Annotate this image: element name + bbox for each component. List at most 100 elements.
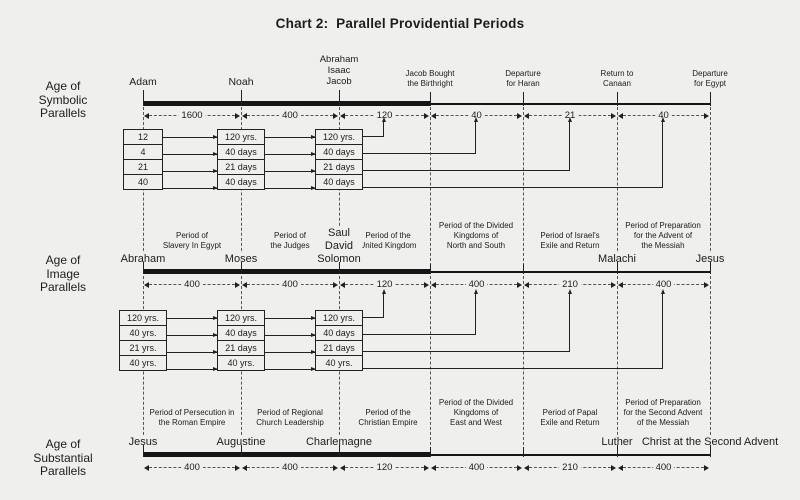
marker-label-jesus: Jesus [693,253,727,265]
image-duration-segment: 400 [242,279,338,290]
box-cell: 21 days [217,340,265,356]
symbolic-duration-segment: 400 [242,110,338,121]
arrowhead-right-icon [704,281,709,288]
connector-arrow [265,333,316,337]
substantial-duration-segment: 210 [524,462,616,473]
period-label: Period of Preparation for the Second Adv… [623,398,703,427]
vertical-dashed-line [430,107,431,266]
period-label: Period of Israel's Exile and Return [540,231,600,250]
arrowhead-right-icon [333,464,338,471]
box-cell: 40 days [217,144,265,160]
box-cell: 40 [123,174,163,190]
arrowhead-left-icon [431,281,436,288]
arrowhead-left-icon [524,281,529,288]
duration-value: 400 [652,462,675,473]
box-cell: 40 days [315,325,363,341]
marker-label-charlemagne: Charlemagne [303,436,375,448]
elbow-arrow-to-120 [363,289,386,318]
substantial-tick-second-advent [710,445,711,457]
duration-value: 400 [279,279,301,290]
period-label: Period of Slavery In Egypt [162,231,222,250]
period-label: Period of Persecution in the Roman Empir… [149,408,235,427]
symbolic-duration-segment: 1600 [144,110,240,121]
vertical-dashed-line [710,107,711,266]
duration-value: 400 [279,462,301,473]
arrowhead-right-icon [517,112,522,119]
symbolic-tick-jacob-bought [430,92,431,106]
period-label: Period of the United Kingdom [359,231,417,250]
connector-arrow [167,367,218,371]
arrowhead-left-icon [618,464,623,471]
duration-value: 40 [655,110,672,121]
substantial-tick-luther [617,445,618,457]
image-tick-saul-david-solomon [339,262,340,274]
arrowhead-right-icon [611,112,616,119]
connector-arrow [265,169,316,173]
marker-label-noah: Noah [226,76,256,88]
duration-value: 400 [652,279,675,290]
period-label: Period of the Divided Kingdoms of East a… [438,398,514,427]
arrowhead-right-icon [611,281,616,288]
duration-value: 210 [559,279,581,290]
connector-arrow [167,316,218,320]
image-duration-segment: 400 [144,279,240,290]
connector-arrow [163,169,218,173]
marker-label-luther: Luther [599,436,635,448]
marker-label-departure-for-egypt: Departure for Egypt [690,69,730,89]
duration-value: 210 [559,462,581,473]
vertical-dashed-line [430,276,431,450]
box-cell: 40 yrs. [315,355,363,371]
image-tick-abraham [143,262,144,274]
marker-label-malachi: Malachi [596,253,638,265]
period-label: Period of Papal Exile and Return [540,408,600,427]
arrowhead-left-icon [618,112,623,119]
connector-arrow [265,152,316,156]
box-cell: 12 [123,129,163,145]
elbow-arrow-to-210 [363,289,572,352]
box-cell: 40 yrs. [119,325,167,341]
elbow-arrow-to-21 [363,117,572,171]
period-label: Period of the Judges [270,231,310,250]
marker-label-christ-second-advent: Christ at the Second Advent [639,436,781,448]
symbolic-bar-thick [143,101,430,106]
arrowhead-right-icon [704,464,709,471]
symbolic-box-column-3: 120 yrs. 40 days 21 days 40 days [315,129,363,190]
box-cell: 4 [123,144,163,160]
marker-label-saul-david-solomon: Saul David Solomon [315,227,363,266]
image-tick-exile [523,264,524,274]
box-cell: 40 days [315,174,363,190]
substantial-duration-segment: 400 [144,462,240,473]
marker-label-adam: Adam [127,76,159,88]
period-label: Period of the Christian Empire [358,408,418,427]
vertical-dashed-line [617,107,618,266]
arrowhead-right-icon [333,281,338,288]
arrowhead-right-icon [235,112,240,119]
image-duration-segment: 210 [524,279,616,290]
symbolic-tick-abraham-isaac-jacob [339,90,340,106]
symbolic-tick-departure-haran [523,92,524,106]
connector-arrow [265,367,316,371]
symbolic-duration-segment: 120 [340,110,429,121]
connector-arrow [167,350,218,354]
substantial-bar-thin [430,454,710,456]
arrowhead-right-icon [424,281,429,288]
image-box-column-2: 120 yrs. 40 days 21 days 40 yrs. [217,310,265,371]
image-duration-segment: 400 [618,279,709,290]
marker-label-abraham: Abraham [118,253,168,265]
box-cell: 21 days [217,159,265,175]
substantial-tick-charlemagne [339,445,340,457]
image-box-column-1: 120 yrs. 40 yrs. 21 yrs. 40 yrs. [119,310,167,371]
substantial-tick-divided-kingdoms [430,447,431,457]
connector-arrow [265,186,316,190]
symbolic-duration-segment: 40 [618,110,709,121]
duration-value: 400 [181,462,203,473]
elbow-arrow-to-400b [363,289,665,369]
substantial-duration-segment: 400 [242,462,338,473]
marker-label-return-to-canaan: Return to Canaan [598,69,636,89]
duration-value: 400 [465,279,488,290]
symbolic-tick-adam [143,90,144,106]
duration-value: 400 [465,462,488,473]
symbolic-duration-segment: 40 [431,110,522,121]
box-cell: 40 yrs. [217,355,265,371]
arrowhead-right-icon [611,464,616,471]
